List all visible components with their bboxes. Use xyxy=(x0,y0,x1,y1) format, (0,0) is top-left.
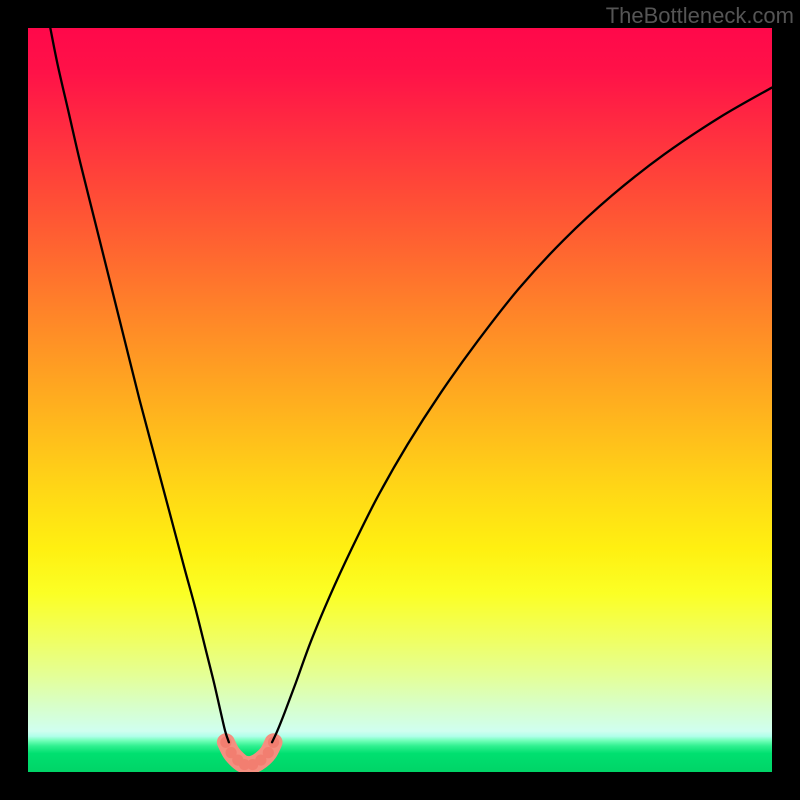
plot-area xyxy=(28,28,772,772)
plot-svg xyxy=(28,28,772,772)
watermark-text: TheBottleneck.com xyxy=(606,3,794,29)
well-marker xyxy=(263,747,274,758)
